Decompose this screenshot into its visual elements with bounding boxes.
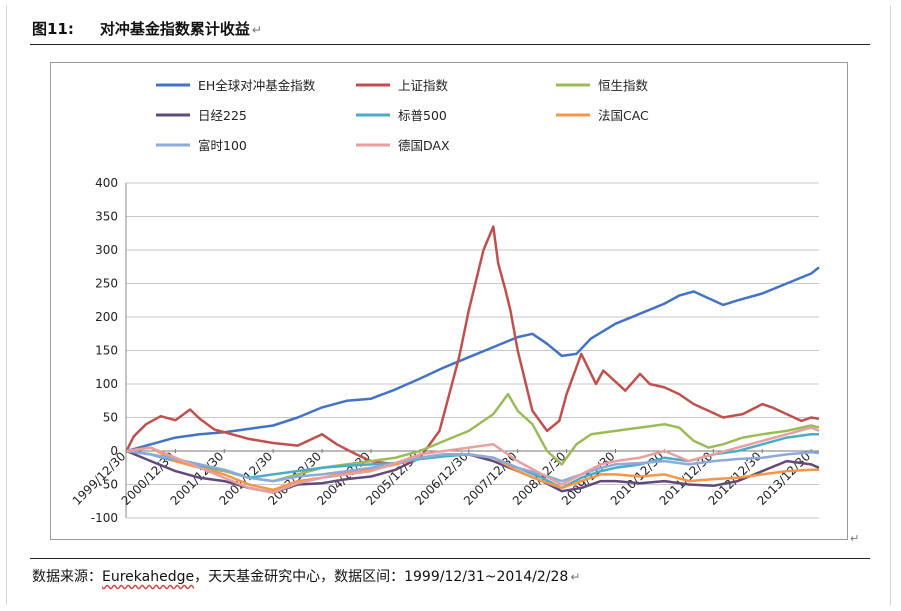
series-line: [126, 426, 820, 494]
y-tick-label: 250: [95, 277, 118, 291]
y-tick-label: 400: [95, 176, 118, 190]
y-tick-label: -50: [98, 478, 118, 492]
y-tick-label: 350: [95, 210, 118, 224]
footer-rule: [30, 558, 870, 559]
y-tick-label: 300: [95, 243, 118, 257]
series-line: [126, 392, 820, 483]
series-line: [126, 266, 820, 453]
legend-label: EH全球对冲基金指数: [198, 78, 316, 93]
series-line: [126, 449, 820, 483]
legend-label: 法国CAC: [598, 108, 649, 123]
paragraph-mark-icon: ↵: [570, 570, 581, 584]
y-tick-label: 0: [110, 444, 118, 458]
y-tick-label: 200: [95, 310, 118, 324]
chart-frame: -100 -50 0 50 100 150 200 250 300 350 400 1999/12/3…: [50, 62, 848, 540]
legend-label: 标普500: [398, 108, 447, 123]
source-note: 数据来源：Eurekahedge，天天基金研究中心，数据区间：1999/12/3…: [32, 566, 580, 586]
figure-title: 对冲基金指数累计收益: [99, 20, 250, 38]
figure-number: 图11:: [32, 20, 74, 38]
legend-label: 恒生指数: [598, 78, 649, 93]
header-rule: [30, 44, 870, 45]
legend-label: 富时100: [198, 138, 247, 153]
y-tick-label: 100: [95, 377, 118, 391]
source-suffix: ，天天基金研究中心，数据区间：1999/12/31~2014/2/28: [194, 569, 569, 585]
legend-label: 德国DAX: [398, 138, 450, 153]
chart-svg: -100-500501001502002503003504001999/12/3…: [70, 78, 820, 525]
legend-label: 日经225: [198, 108, 247, 123]
page-frame: [6, 5, 891, 605]
y-tick-label: 150: [95, 344, 118, 358]
paragraph-mark-icon: ↵: [850, 532, 860, 545]
figure-header: 图11: 对冲基金指数累计收益 ↵: [32, 18, 262, 42]
legend-label: 上证指数: [398, 78, 449, 93]
source-prefix: 数据来源：: [32, 569, 102, 585]
y-tick-label: -100: [91, 511, 118, 525]
y-tick-label: 50: [103, 411, 118, 425]
series-line: [125, 225, 820, 466]
source-provider: Eurekahedge: [102, 569, 195, 585]
paragraph-mark-icon: ↵: [251, 23, 262, 37]
